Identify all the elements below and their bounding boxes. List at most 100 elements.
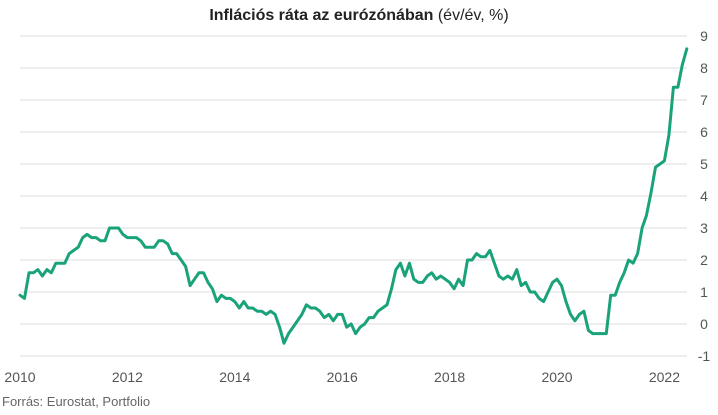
- data-point: [345, 326, 348, 329]
- x-tick-label: 2022: [649, 369, 680, 385]
- data-point: [220, 294, 223, 297]
- data-point: [247, 307, 249, 309]
- data-point: [216, 300, 218, 303]
- data-point: [256, 310, 259, 313]
- data-point: [618, 281, 621, 284]
- data-point: [587, 329, 590, 332]
- data-point: [72, 249, 75, 252]
- data-point: [583, 310, 585, 313]
- data-point: [457, 278, 460, 281]
- data-point: [180, 259, 182, 261]
- data-point: [641, 227, 643, 229]
- data-point: [50, 272, 53, 274]
- data-point: [126, 236, 129, 239]
- data-point: [435, 278, 438, 281]
- source-note: Forrás: Eurostat, Portfolio: [2, 394, 151, 409]
- data-point: [202, 272, 205, 274]
- data-point: [372, 316, 375, 319]
- data-point: [484, 255, 487, 258]
- data-point: [538, 297, 540, 300]
- y-tick-label: 7: [700, 92, 708, 108]
- data-point: [627, 259, 630, 261]
- data-point: [551, 281, 554, 284]
- data-point: [507, 275, 509, 277]
- x-tick-label: 2016: [327, 369, 358, 385]
- data-point: [556, 278, 558, 281]
- data-point: [19, 294, 21, 297]
- data-point: [59, 262, 62, 265]
- data-point: [274, 313, 276, 316]
- y-tick-label: 3: [700, 220, 708, 236]
- data-point: [578, 313, 581, 316]
- data-point: [198, 272, 200, 274]
- data-point: [64, 262, 66, 265]
- data-point: [117, 227, 120, 229]
- x-tick-label: 2018: [434, 369, 465, 385]
- series-layer: [18, 47, 689, 345]
- data-point: [565, 300, 567, 303]
- data-point: [184, 265, 187, 268]
- data-point: [574, 320, 576, 322]
- data-point: [108, 227, 111, 229]
- data-point: [144, 246, 147, 248]
- data-point: [511, 278, 514, 281]
- data-point: [377, 310, 379, 313]
- data-point: [171, 252, 173, 255]
- data-point: [439, 275, 442, 277]
- x-axis-ticks: 2010 2012 2014 2016 2018 2020 2022: [4, 369, 680, 385]
- data-point: [681, 64, 684, 66]
- data-point: [32, 272, 35, 274]
- data-point: [663, 160, 666, 162]
- data-point: [547, 291, 549, 293]
- y-axis-ticks: -1 0 1 2 3 4 5 6 7 8 9: [698, 28, 711, 364]
- data-point: [328, 313, 330, 316]
- data-point: [350, 323, 353, 325]
- data-point: [175, 252, 178, 255]
- data-point: [68, 252, 70, 255]
- data-point: [37, 268, 39, 271]
- data-point: [301, 313, 303, 316]
- data-point: [426, 275, 429, 277]
- data-point: [672, 86, 675, 88]
- data-point: [632, 262, 634, 265]
- data-point: [23, 297, 26, 300]
- data-point: [636, 252, 639, 255]
- data-point: [90, 236, 93, 239]
- data-point: [207, 281, 209, 284]
- data-point: [650, 192, 652, 194]
- y-tick-label: -1: [698, 348, 711, 364]
- data-point: [99, 240, 102, 242]
- data-point: [529, 291, 531, 293]
- data-point: [686, 48, 688, 50]
- data-point: [193, 278, 196, 281]
- data-point: [81, 236, 84, 239]
- data-point: [238, 307, 241, 309]
- data-point: [466, 259, 469, 261]
- data-point: [86, 233, 88, 236]
- data-point: [41, 275, 44, 277]
- data-point: [471, 259, 473, 261]
- data-point: [46, 268, 48, 271]
- data-point: [363, 323, 366, 325]
- data-point: [408, 262, 411, 265]
- data-point: [489, 249, 491, 252]
- data-point: [677, 86, 679, 88]
- data-point: [229, 297, 232, 300]
- data-point: [135, 236, 138, 239]
- x-tick-label: 2014: [219, 369, 250, 385]
- data-point: [292, 326, 294, 329]
- data-point: [234, 300, 236, 303]
- data-point: [645, 214, 648, 216]
- data-point: [413, 278, 415, 281]
- data-point: [399, 262, 402, 265]
- x-tick-label: 2010: [4, 369, 35, 385]
- data-point: [609, 294, 612, 297]
- chart-title-main: Inflációs ráta az eurózónában: [209, 7, 434, 24]
- data-point: [157, 240, 160, 242]
- data-point: [336, 313, 339, 316]
- data-point: [502, 278, 505, 281]
- chart-title-unit: (év/év, %): [437, 7, 509, 24]
- data-point: [332, 320, 335, 322]
- data-point: [430, 272, 433, 274]
